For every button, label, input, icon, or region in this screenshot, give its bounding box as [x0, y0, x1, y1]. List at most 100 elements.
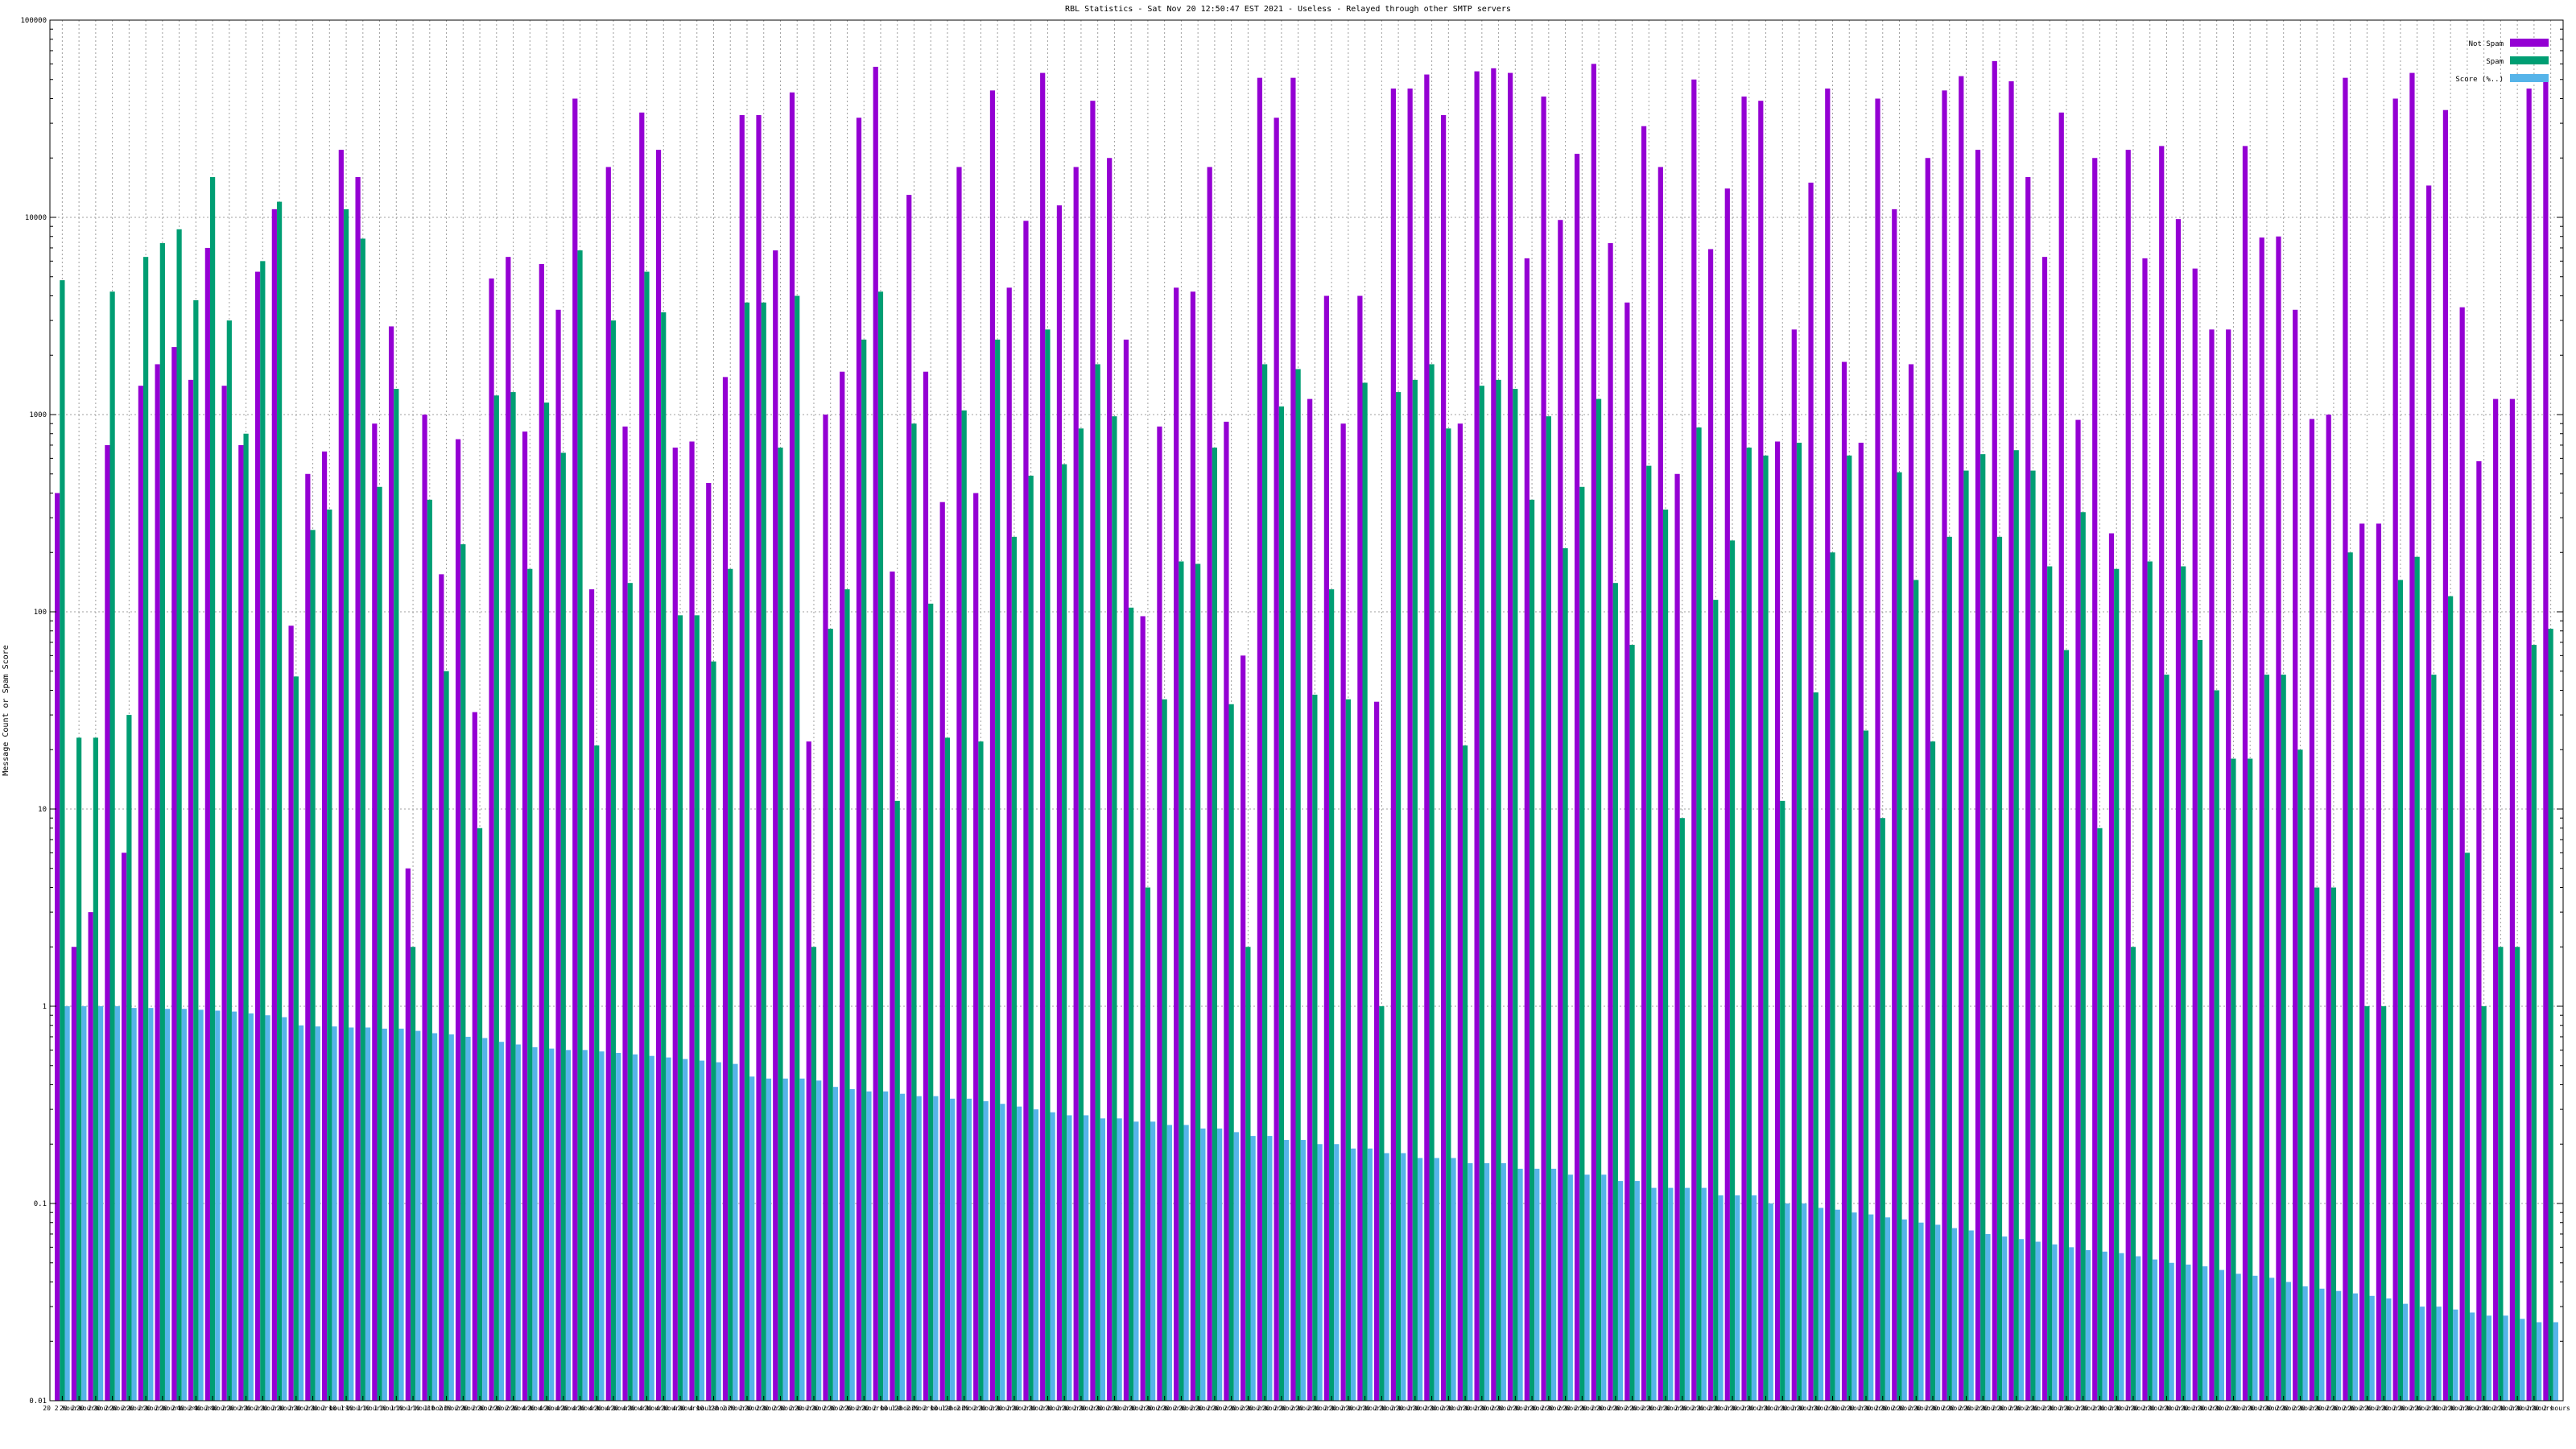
spam-bar: [2281, 675, 2286, 1401]
category-label: 20 2 hours: [1946, 1405, 1985, 1412]
score-bar: [649, 1055, 654, 1401]
not-spam-bar: [1140, 616, 1146, 1401]
spam-bar: [2531, 645, 2537, 1401]
score-bar: [2219, 1269, 2225, 1401]
category-label: 20 2 hours: [811, 1405, 850, 1412]
spam-bar: [661, 312, 667, 1402]
not-spam-bar: [856, 118, 862, 1402]
spam-bar: [1930, 741, 1936, 1401]
score-bar: [382, 1028, 387, 1401]
category-label: 20 4 hours: [510, 1405, 549, 1412]
category-label: 20 4 hours: [560, 1405, 599, 1412]
spam-bar: [193, 299, 199, 1402]
score-bar: [2002, 1236, 2008, 1401]
category-label: 20 2 hours: [1112, 1405, 1150, 1412]
category-label: 20 2 hours: [1245, 1405, 1284, 1412]
spam-bar: [1278, 406, 1284, 1401]
score-bar: [1100, 1118, 1105, 1401]
score-bar: [448, 1034, 454, 1401]
score-bar: [1901, 1219, 1907, 1401]
not-spam-bar: [305, 473, 311, 1401]
y-tick-label: 0.1: [34, 1200, 47, 1208]
spam-bar: [1830, 552, 1835, 1401]
category-label: 20 2 hours: [477, 1405, 516, 1412]
category-label: 20 2 hours: [2515, 1405, 2553, 1412]
category-label: 20 2 hours: [2097, 1405, 2136, 1412]
not-spam-bar: [789, 92, 795, 1401]
spam-bar: [711, 661, 716, 1401]
spam-bar: [1446, 428, 1451, 1401]
not-spam-bar: [1323, 295, 1329, 1401]
not-spam-bar: [2459, 307, 2465, 1402]
category-label: 20 2 hours: [2297, 1405, 2336, 1412]
y-tick-label: 10000: [25, 214, 47, 222]
score-bar: [782, 1078, 788, 1401]
category-label: 10 1 hour: [696, 1405, 732, 1412]
spam-bar: [2063, 650, 2070, 1401]
score-bar: [1617, 1181, 1624, 1401]
category-label: 20 2 hours: [2448, 1405, 2487, 1412]
spam-bar: [243, 433, 249, 1401]
not-spam-bar: [489, 278, 494, 1401]
category-label: 20 4 hours: [544, 1405, 583, 1412]
spam-bar: [1780, 800, 1785, 1401]
score-bar: [315, 1026, 320, 1401]
spam-bar: [460, 544, 466, 1401]
category-label: 20 4 hours: [611, 1405, 650, 1412]
score-bar: [1550, 1168, 1557, 1401]
category-label: 20 2 hours: [2347, 1405, 2386, 1412]
score-bar: [2336, 1290, 2342, 1401]
spam-bar: [1863, 730, 1869, 1401]
not-spam-bar: [1207, 167, 1212, 1402]
spam-bar: [260, 261, 266, 1402]
spam-bar: [1729, 540, 1736, 1401]
not-spam-bar: [255, 271, 261, 1401]
score-bar: [365, 1027, 371, 1401]
score-bar: [899, 1093, 906, 1401]
spam-bar: [394, 389, 399, 1401]
spam-bar: [2364, 1006, 2370, 1401]
category-label: 20 2 hours: [1095, 1405, 1133, 1412]
category-label: 20 2 hours: [1596, 1405, 1635, 1412]
score-bar: [1033, 1109, 1039, 1401]
category-label: 20 2 hours: [1563, 1405, 1601, 1412]
category-label: 20 2 hours: [1646, 1405, 1685, 1412]
not-spam-bar: [271, 208, 277, 1401]
spam-bar: [1897, 472, 1902, 1401]
y-tick-label: 100: [34, 609, 47, 617]
category-label: 20 2 hours: [1730, 1405, 1769, 1412]
score-bar: [2136, 1256, 2141, 1401]
category-label: 20 2 hours: [2131, 1405, 2169, 1412]
spam-bar: [1462, 745, 1468, 1401]
spam-bar: [1379, 1006, 1385, 1401]
not-spam-bar: [655, 150, 662, 1402]
spam-bar: [577, 250, 583, 1401]
not-spam-bar: [1390, 88, 1396, 1402]
y-tick-label: 1000: [29, 411, 47, 419]
not-spam-bar: [2041, 257, 2048, 1401]
score-bar: [599, 1051, 605, 1401]
category-label: 20 2 hours: [711, 1405, 749, 1412]
spam-bar: [477, 828, 483, 1401]
spam-bar: [1513, 389, 1518, 1401]
category-label: 20 2 hours: [2331, 1405, 2370, 1412]
spam-bar: [2481, 1006, 2487, 1401]
category-label: 20 2 hours: [1228, 1405, 1267, 1412]
score-bar: [1117, 1118, 1122, 1401]
score-bar: [1584, 1174, 1590, 1401]
not-spam-bar: [989, 90, 996, 1402]
not-spam-bar: [1541, 96, 1546, 1402]
category-label: 10 2 hours: [427, 1405, 465, 1412]
spam-bar: [142, 257, 149, 1401]
not-spam-bar: [1190, 291, 1196, 1401]
category-label: 20 2 hours: [1713, 1405, 1752, 1412]
score-bar: [616, 1052, 621, 1401]
spam-bar: [2231, 758, 2236, 1401]
not-spam-bar: [2309, 419, 2315, 1402]
bars-layer: [55, 60, 2558, 1402]
spam-bar: [2431, 675, 2437, 1401]
score-bar: [1651, 1187, 1657, 1401]
spam-bar: [627, 583, 633, 1401]
spam-bar: [2264, 675, 2270, 1401]
